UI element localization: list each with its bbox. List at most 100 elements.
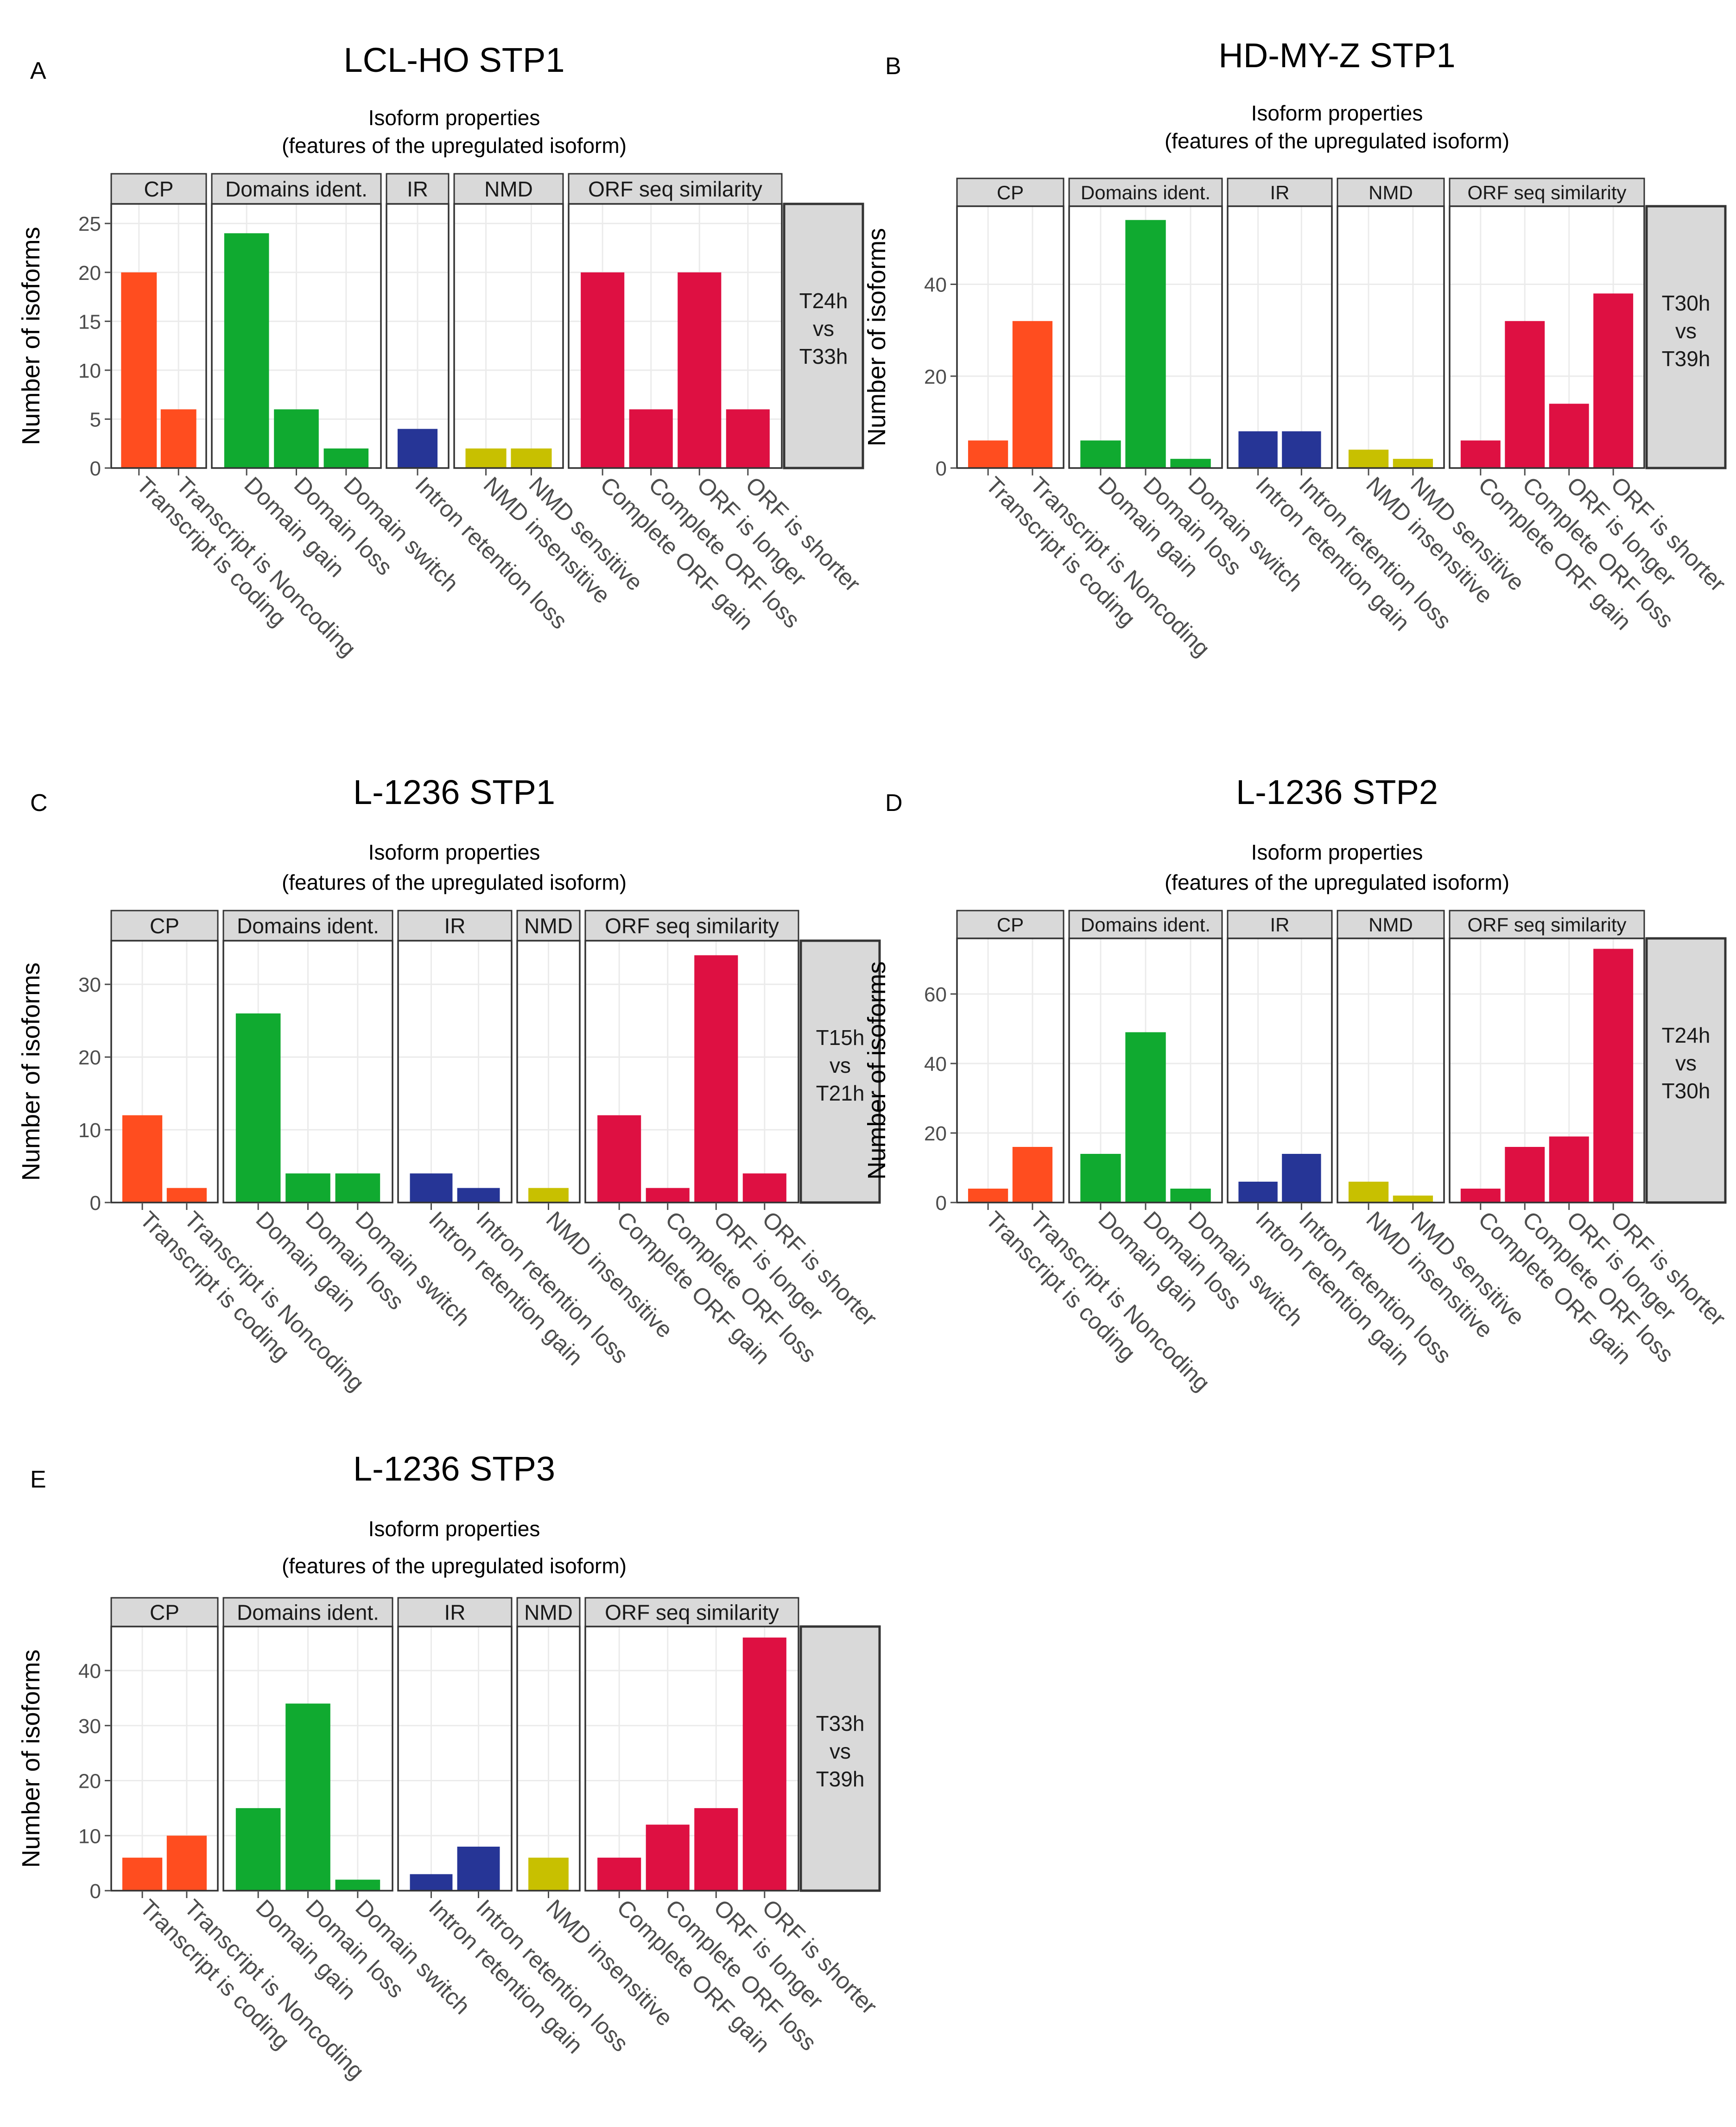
bar-orf-is-longer: [1549, 404, 1589, 468]
bar-nmd-sensitive: [1393, 1196, 1433, 1203]
bar-intron-retention-loss: [1282, 431, 1321, 468]
facet-strip-label: NMD: [524, 1601, 573, 1625]
panel-label: E: [30, 1466, 46, 1493]
panel-label: B: [885, 53, 901, 80]
facet-strip: [211, 173, 382, 205]
facet-strip-label: Domains ident.: [237, 1601, 379, 1625]
facet-strip: [1227, 910, 1333, 939]
facet-strip-label: ORF seq similarity: [588, 177, 762, 201]
facet-strip: [956, 177, 1064, 207]
facet-strip-label: ORF seq similarity: [605, 1601, 779, 1625]
comparison-label: T21h: [816, 1081, 865, 1105]
y-tick-label: 60: [924, 983, 947, 1006]
bar-intron-retention-loss: [1282, 1154, 1321, 1203]
bar-transcript-is-coding: [968, 1189, 1008, 1203]
facet-strip-label: CP: [150, 914, 179, 938]
facet-strip-label: CP: [150, 1601, 179, 1625]
facet-strip: [386, 173, 450, 205]
bar-domain-loss: [274, 409, 319, 468]
chart-title: HD-MY-Z STP1: [1218, 36, 1455, 75]
y-tick-label: 40: [924, 1053, 947, 1076]
facet-strip-label: NMD: [524, 914, 573, 938]
y-tick-label: 10: [78, 360, 101, 382]
bar-complete-orf-loss: [1505, 1147, 1545, 1203]
bar-domain-loss: [1125, 1032, 1166, 1203]
chart-subtitle: Isoform properties: [1251, 101, 1423, 125]
bar-complete-orf-loss: [629, 409, 673, 468]
bar-complete-orf-loss: [1505, 321, 1545, 468]
bar-domain-loss: [285, 1703, 330, 1891]
facet-strip: [584, 910, 799, 942]
bar-intron-retention-loss: [397, 429, 438, 468]
bar-domain-gain: [235, 1808, 281, 1891]
facet-frame: [397, 1626, 513, 1892]
facet-frame: [1068, 937, 1223, 1203]
facet-frame: [222, 940, 393, 1203]
facet-frame: [397, 940, 513, 1203]
bar-intron-retention-gain: [410, 1874, 453, 1891]
y-tick-label: 40: [78, 1660, 101, 1683]
facet-strip: [1337, 910, 1445, 939]
facet-strip-label: IR: [444, 1601, 466, 1625]
bar-orf-is-longer: [694, 1808, 738, 1891]
facet-strip: [516, 910, 581, 942]
comparison-strip-box: [783, 203, 864, 469]
comparison-strip: T33h vs T39h: [799, 1625, 881, 1892]
chart-subtitle: (features of the upregulated isoform): [282, 1554, 627, 1578]
facet-frame: [222, 1626, 393, 1892]
facet-strip: [956, 910, 1064, 939]
comparison-label: T24h: [799, 289, 848, 313]
y-tick-label: 0: [90, 1880, 101, 1903]
chart-subtitle: Isoform properties: [368, 106, 540, 130]
facet-panel: [1337, 206, 1444, 468]
facet-frame: [110, 203, 207, 469]
bar-domain-gain: [1080, 1154, 1121, 1203]
bar-nmd-insensitive: [1348, 449, 1389, 468]
facet-frame: [584, 940, 799, 1203]
bar-complete-orf-loss: [646, 1188, 690, 1203]
facet-strip-label: IR: [444, 914, 466, 938]
x-tick-label: NMD insensitive: [541, 1894, 678, 2031]
facet-frame: [1227, 937, 1333, 1203]
bar-domain-gain: [235, 1013, 281, 1203]
facet-frame: [1227, 205, 1333, 469]
facet-strip-label: NMD: [1369, 914, 1413, 936]
bar-domain-gain: [224, 233, 269, 468]
bar-orf-is-shorter: [1593, 293, 1634, 468]
chart-subtitle: Isoform properties: [368, 840, 540, 864]
comparison-label: T39h: [816, 1767, 865, 1791]
bar-transcript-is-noncoding: [1012, 321, 1053, 468]
facet-frame: [453, 203, 564, 469]
bar-transcript-is-noncoding: [1012, 1147, 1053, 1203]
y-tick-label: 15: [78, 310, 101, 333]
comparison-label: T33h: [816, 1711, 865, 1735]
bar-orf-is-shorter: [726, 409, 770, 468]
facet-strip-label: Domains ident.: [237, 914, 379, 938]
bar-domain-switch: [1170, 1189, 1211, 1203]
facet-strip: [397, 910, 513, 942]
chart-subtitle: (features of the upregulated isoform): [1165, 870, 1509, 894]
facet-strip-label: Domains ident.: [1081, 182, 1210, 203]
facet-panel: [454, 204, 563, 468]
chart-title: L-1236 STP1: [353, 773, 555, 811]
bar-complete-orf-gain: [581, 272, 625, 468]
y-tick-label: 10: [78, 1825, 101, 1848]
facet-frame: [956, 937, 1064, 1203]
facet-frame: [1449, 205, 1645, 469]
y-axis-label: Number of isoforms: [17, 227, 45, 445]
facet-frame: [568, 203, 783, 469]
bar-nmd-insensitive: [465, 448, 507, 468]
comparison-label: vs: [1675, 319, 1697, 343]
facet-frame: [110, 940, 219, 1203]
bar-transcript-is-noncoding: [166, 1188, 207, 1203]
bar-intron-retention-gain: [410, 1173, 453, 1203]
y-tick-label: 0: [936, 1192, 947, 1215]
facet-strip: [1068, 910, 1223, 939]
bar-domain-gain: [1080, 440, 1121, 468]
y-tick-label: 30: [78, 1715, 101, 1738]
comparison-label: T33h: [799, 344, 848, 368]
bar-orf-is-longer: [1549, 1136, 1589, 1203]
y-tick-label: 40: [924, 274, 947, 297]
